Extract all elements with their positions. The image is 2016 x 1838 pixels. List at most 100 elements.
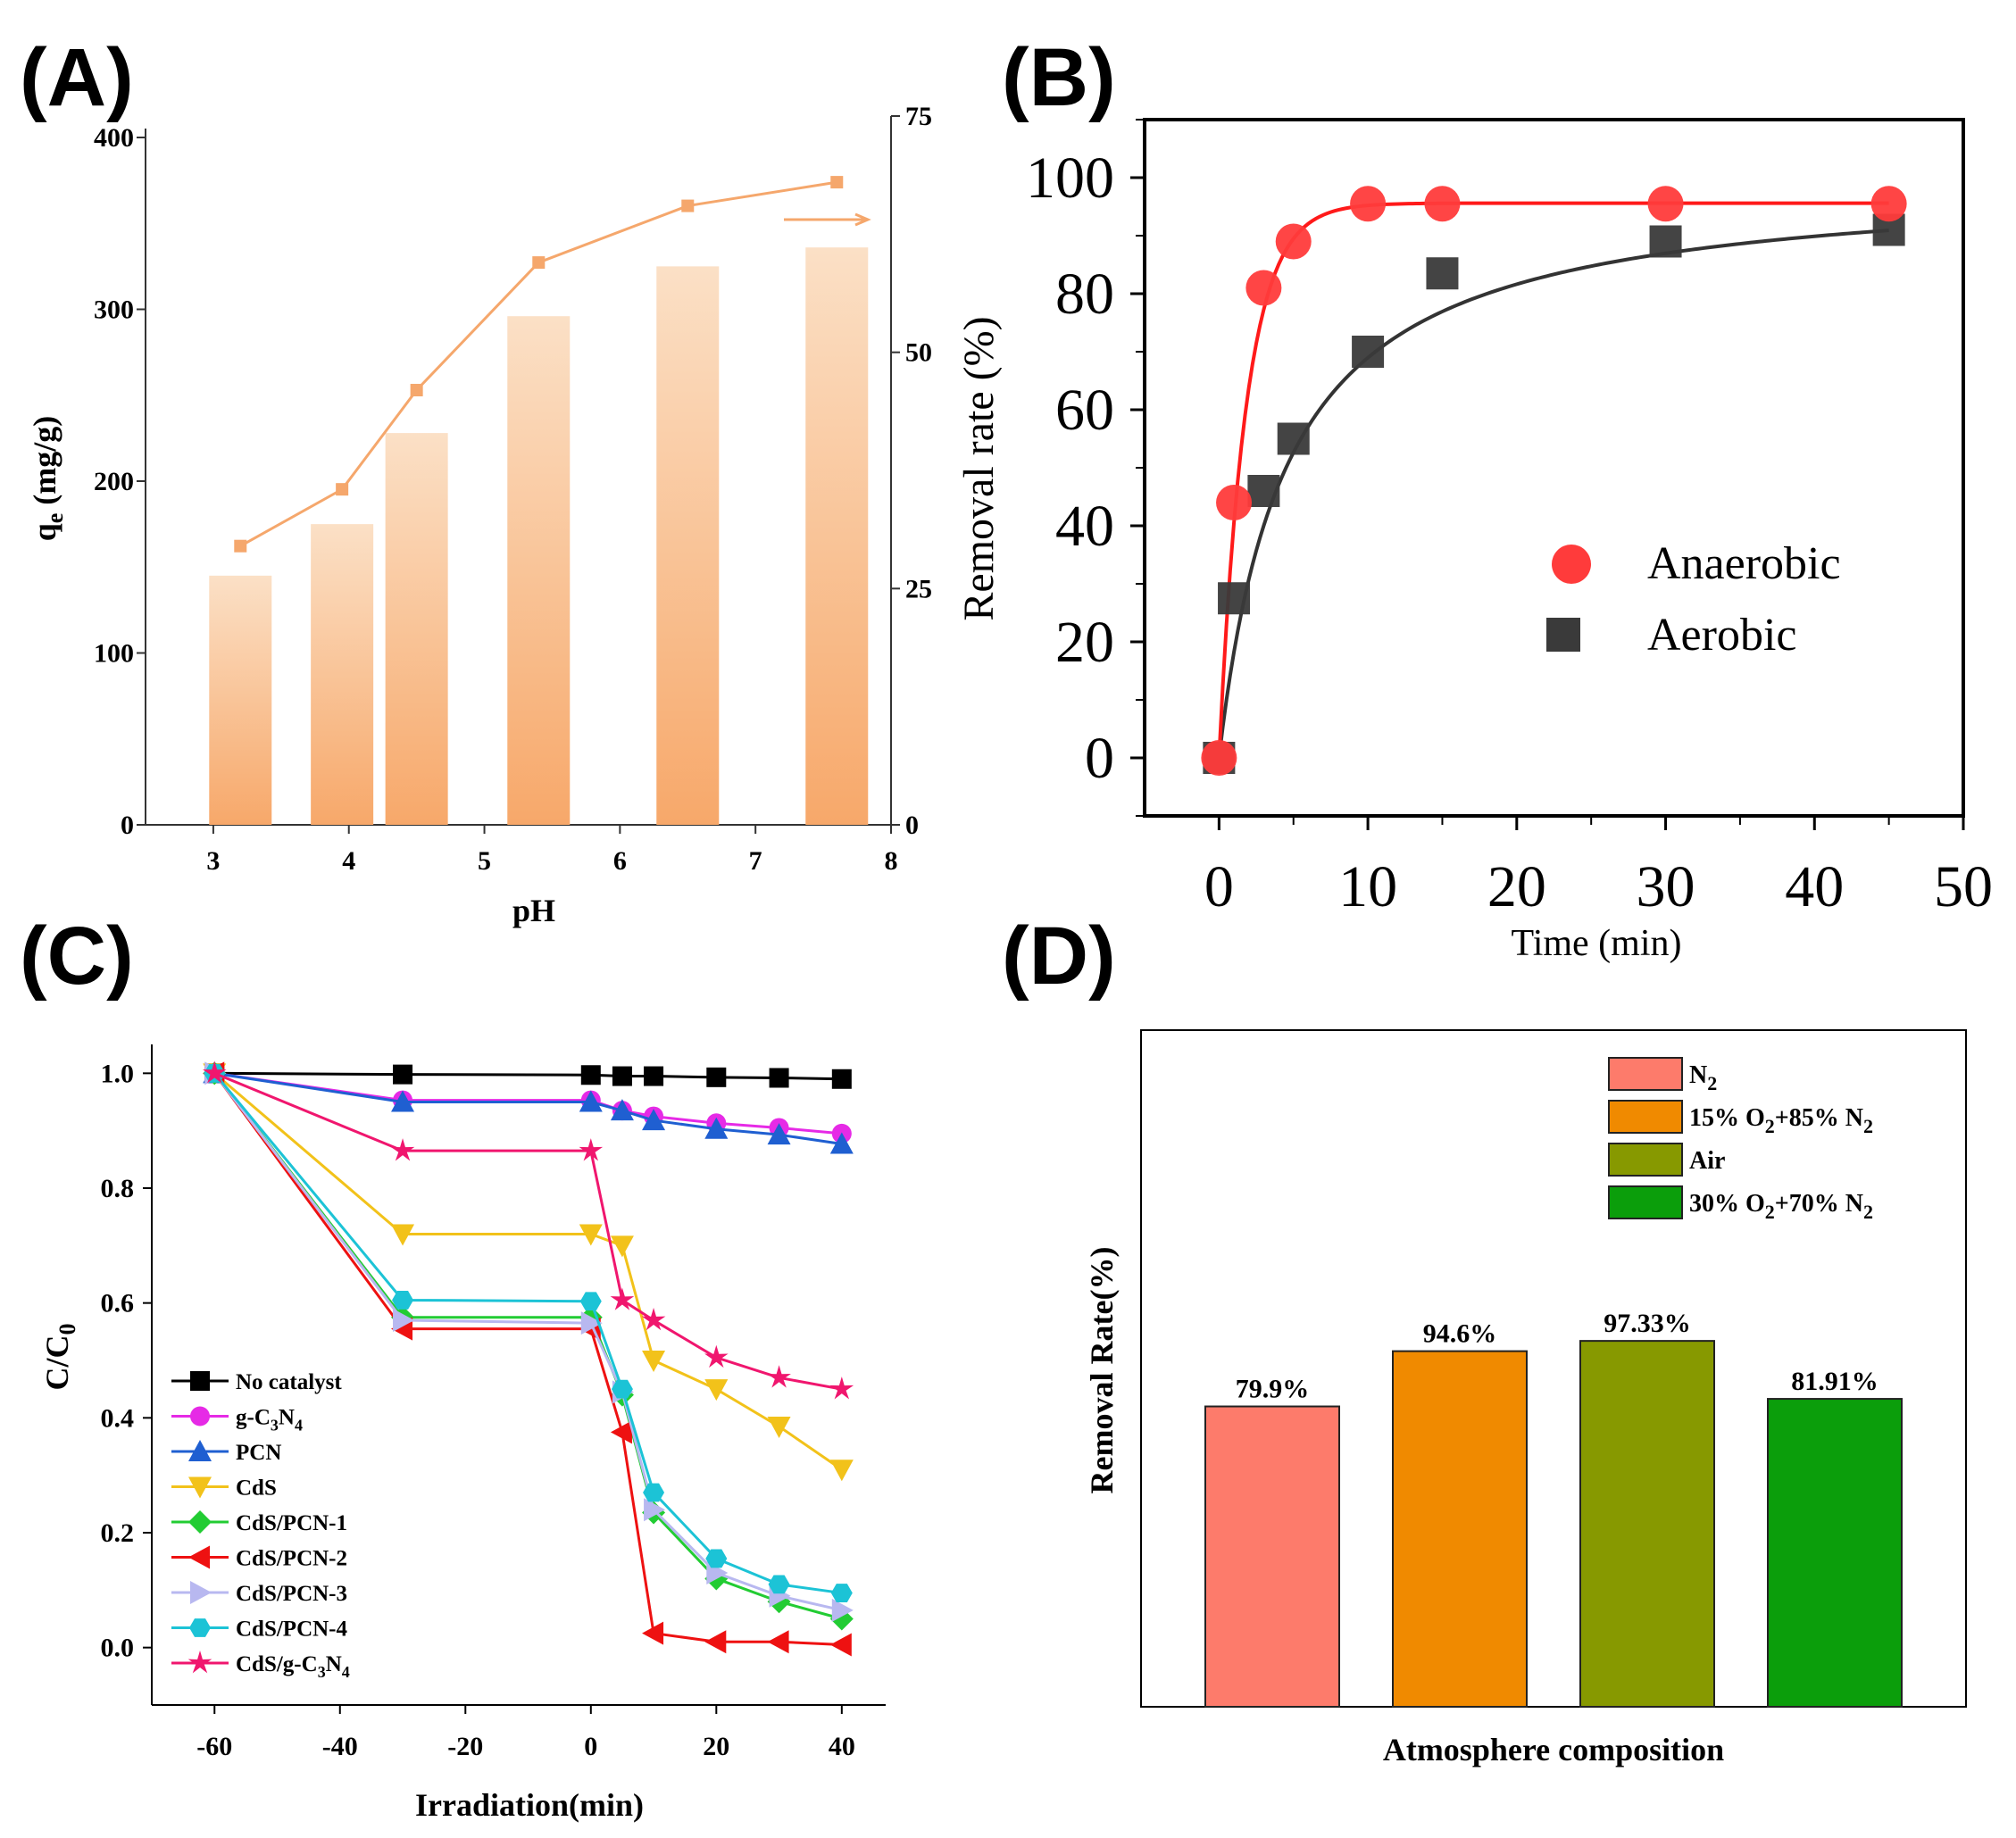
c-y-tick-label: 0.8	[101, 1174, 135, 1203]
a-y-tick-label: 400	[94, 123, 134, 153]
b-aerobic-point	[1247, 475, 1280, 507]
c-y-tick-label: 0.6	[101, 1289, 135, 1318]
c-point-cds-pcn-2	[610, 1420, 632, 1444]
c-point-pcn	[579, 1090, 603, 1112]
c-point-cds-pcn-4	[643, 1483, 665, 1502]
b-x-tick-label: 0	[1204, 854, 1234, 919]
c-legend-label-cds-pcn-2: CdS/PCN-2	[236, 1547, 347, 1571]
b-y-tick-label: 40	[1055, 494, 1114, 559]
b-anaerobic-fit-line	[1217, 201, 1889, 759]
b-anaerobic-point	[1350, 186, 1387, 222]
b-legend-anaerobic-label: Anaerobic	[1647, 538, 1841, 589]
c-point-cds	[642, 1351, 666, 1372]
c-point-no-catalyst	[393, 1064, 413, 1085]
c-point-cds-g-c3n4	[829, 1376, 854, 1400]
c-point-cds-g-c3n4	[704, 1344, 729, 1368]
d-legend-label: N2	[1689, 1061, 1717, 1094]
c-point-cds-pcn-2	[642, 1621, 664, 1645]
d-legend-swatch	[1608, 1143, 1683, 1177]
c-legend-marker-cds-pcn-2	[188, 1545, 210, 1569]
a-bar	[805, 247, 869, 825]
d-bar	[1392, 1350, 1528, 1709]
c-legend-label-cds-g-c3n4: CdS/g-C3N4	[236, 1652, 350, 1681]
c-legend-label-no-catalyst: No catalyst	[236, 1370, 342, 1394]
a-y-tick-label: 200	[94, 467, 134, 496]
b-legend-anaerobic-marker	[1552, 545, 1591, 584]
c-point-no-catalyst	[644, 1066, 664, 1086]
a-x-tick-label: 3	[206, 846, 220, 876]
c-legend-label-pcn: PCN	[236, 1441, 281, 1465]
c-series-line-g-c3n4	[214, 1071, 842, 1135]
c-point-pcn	[610, 1099, 634, 1121]
c-series-line-cds-pcn-4	[213, 1072, 843, 1595]
c-point-cds-pcn-4	[611, 1379, 633, 1399]
c-point-cds-pcn-4	[705, 1549, 728, 1568]
panel-b-label: (B)	[1002, 32, 1116, 123]
b-frame	[1143, 118, 1965, 818]
b-anaerobic-point	[1201, 740, 1237, 776]
c-series-line-pcn	[214, 1071, 843, 1145]
c-y-tick-label: 0.2	[101, 1518, 135, 1548]
c-point-cds-pcn-4	[579, 1292, 602, 1311]
b-aerobic-point	[1352, 336, 1385, 368]
a-line-point	[830, 176, 844, 189]
b-anaerobic-point	[1647, 186, 1684, 222]
b-y-tick-label: 20	[1055, 610, 1114, 675]
d-bar-value-label: 81.91%	[1791, 1367, 1879, 1396]
a-x-title: pH	[512, 893, 555, 928]
a-secondary-line	[239, 180, 837, 548]
c-point-cds	[610, 1235, 634, 1258]
c-legend-label-cds-pcn-4: CdS/PCN-4	[236, 1618, 348, 1642]
c-point-pcn	[767, 1123, 791, 1145]
c-legend-marker-g-c3n4	[190, 1406, 210, 1426]
c-y-tick-label: 0.4	[101, 1403, 135, 1433]
c-legend-marker-cds	[188, 1476, 212, 1499]
c-legend-marker-cds-g-c3n4	[187, 1651, 212, 1674]
d-legend-swatch	[1608, 1100, 1683, 1134]
a-y2-tick-label: 75	[905, 102, 932, 131]
c-series-line-cds	[213, 1072, 843, 1471]
c-point-no-catalyst	[580, 1065, 601, 1085]
b-aerobic-point	[1218, 582, 1251, 615]
c-y-title: C/C0	[39, 1324, 80, 1391]
c-point-cds-pcn-3	[580, 1311, 603, 1335]
a-line-point	[681, 199, 695, 212]
c-x-tick-label: 40	[829, 1732, 855, 1761]
b-anaerobic-point	[1216, 485, 1253, 520]
c-point-cds-pcn-3	[831, 1598, 854, 1622]
d-legend-label: Air	[1689, 1147, 1725, 1175]
panel-c-chart: -60 -40 -20 0 20 40 0.0 0.2 0.4 0.6 0.8 1.0 No cata…	[39, 1044, 886, 1823]
d-legend-label: 30% O2+70% N2	[1689, 1190, 1873, 1223]
c-y-tick-label: 0.0	[101, 1634, 135, 1663]
c-x-tick-label: -60	[196, 1732, 232, 1761]
a-y2-tick-label: 50	[905, 338, 932, 368]
a-y-tick-label: 300	[94, 295, 134, 325]
c-point-cds	[704, 1379, 729, 1401]
c-point-cds-pcn-4	[768, 1575, 790, 1594]
c-point-pcn	[829, 1132, 854, 1154]
c-x-title: Irradiation(min)	[415, 1787, 644, 1823]
a-bar	[311, 524, 374, 825]
c-legend-marker-no-catalyst	[190, 1371, 210, 1391]
c-x-tick-label: -40	[322, 1732, 358, 1761]
c-point-cds	[391, 1224, 415, 1246]
c-legend-marker-cds-pcn-1	[188, 1510, 212, 1534]
a-bar	[656, 266, 720, 825]
c-legend-marker-cds-pcn-3	[190, 1581, 212, 1604]
c-legend-label-cds-pcn-1: CdS/PCN-1	[236, 1511, 347, 1535]
a-right-arrow-icon	[784, 212, 871, 227]
d-frame	[1140, 1029, 1967, 1708]
b-aerobic-point	[1649, 225, 1682, 258]
d-bar-value-label: 79.9%	[1236, 1375, 1310, 1404]
c-point-cds-pcn-2	[829, 1633, 852, 1657]
a-x-tick-label: 7	[749, 846, 762, 876]
a-bar	[507, 316, 571, 825]
b-anaerobic-point	[1245, 270, 1282, 306]
b-y-tick-label: 100	[1026, 146, 1114, 211]
c-point-cds	[829, 1460, 854, 1482]
d-bar-value-label: 97.33%	[1604, 1309, 1691, 1338]
b-x-tick-label: 30	[1637, 854, 1695, 919]
c-point-pcn	[391, 1090, 415, 1112]
c-point-cds-g-c3n4	[579, 1138, 604, 1161]
b-x-tick-label: 50	[1934, 854, 1993, 919]
